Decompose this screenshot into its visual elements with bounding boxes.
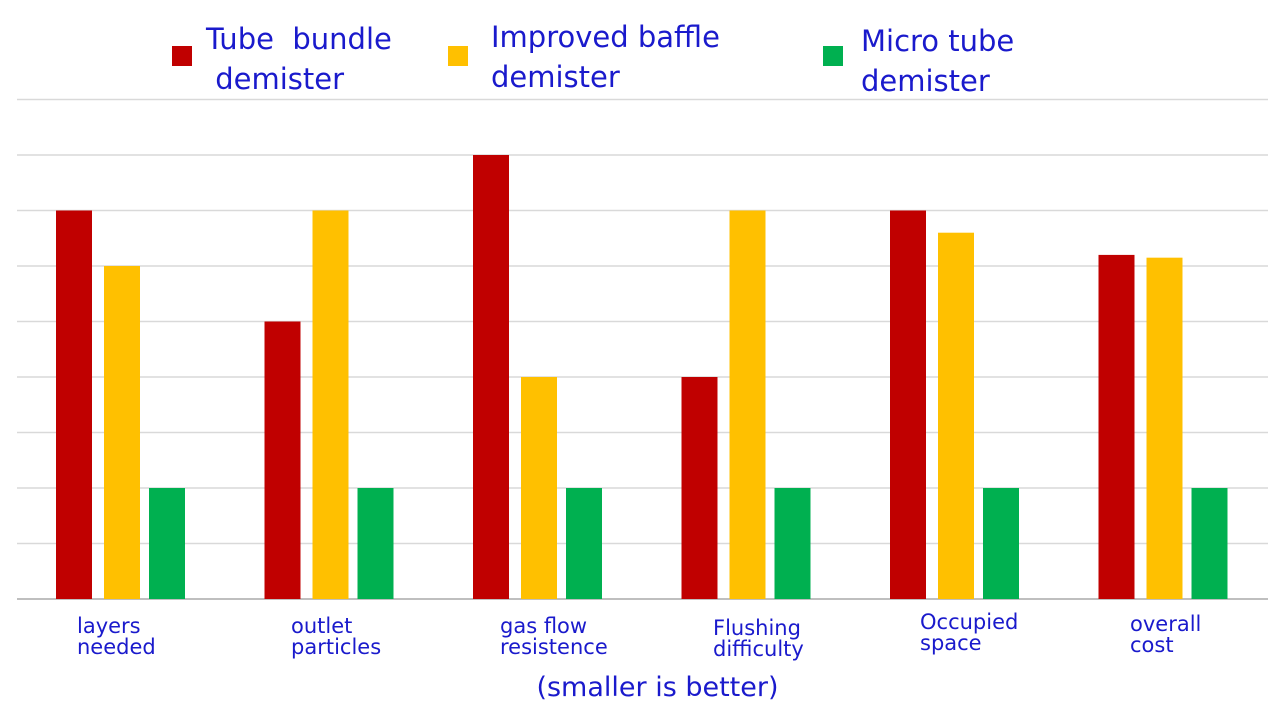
bars — [56, 155, 1228, 599]
bar-series2-cat6 — [1146, 257, 1183, 599]
category-label: outlet particles — [291, 614, 381, 659]
bar-series1-cat1 — [56, 210, 92, 599]
bar-series1-cat5 — [890, 210, 926, 599]
bar-series2-cat5 — [938, 232, 974, 599]
bar-series3-cat2 — [357, 488, 394, 599]
bar-series3-cat5 — [983, 488, 1019, 599]
gridlines — [17, 98, 1268, 600]
bar-series1-cat3 — [473, 155, 509, 599]
bar-series2-cat1 — [104, 266, 140, 599]
bar-series2-cat4 — [729, 210, 766, 599]
chart-footnote: (smaller is better) — [536, 672, 779, 703]
category-label: Flushing difficulty — [713, 616, 804, 661]
legend-swatch-micro-tube — [823, 46, 843, 66]
bar-series3-cat6 — [1191, 488, 1228, 599]
legend-swatch-tube-bundle — [172, 46, 192, 66]
bar-series3-cat4 — [774, 488, 811, 599]
legend-swatch-improved-baffle — [448, 46, 468, 66]
category-labels: layers needed outlet particles gas flow resis… — [77, 610, 1201, 661]
legend-label-improved-baffle: Improved baffle demister — [491, 20, 720, 94]
bar-series3-cat3 — [566, 488, 602, 599]
category-label: layers needed — [77, 614, 156, 659]
category-label: overall cost — [1130, 612, 1201, 657]
bar-series1-cat4 — [681, 377, 718, 599]
bar-series3-cat1 — [149, 488, 185, 599]
bar-series2-cat2 — [312, 210, 349, 599]
bar-series1-cat6 — [1098, 254, 1135, 599]
legend-label-micro-tube: Micro tube demister — [861, 24, 1015, 98]
bar-series2-cat3 — [521, 377, 557, 599]
category-label: Occupied space — [920, 610, 1018, 655]
category-label: gas flow resistence — [500, 614, 608, 659]
bar-series1-cat2 — [264, 321, 301, 599]
legend-label-tube-bundle: Tube bundle demister — [206, 22, 392, 96]
